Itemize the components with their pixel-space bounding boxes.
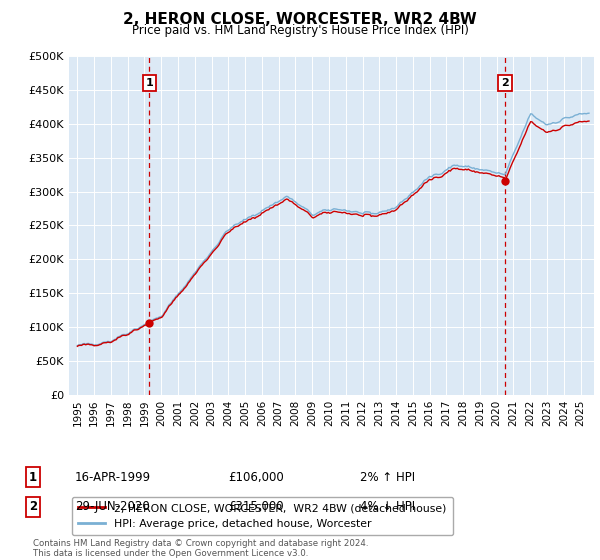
Text: 4% ↓ HPI: 4% ↓ HPI: [360, 500, 415, 514]
Legend: 2, HERON CLOSE, WORCESTER,  WR2 4BW (detached house), HPI: Average price, detach: 2, HERON CLOSE, WORCESTER, WR2 4BW (deta…: [72, 497, 453, 535]
Text: 2: 2: [29, 500, 37, 514]
Text: £106,000: £106,000: [228, 470, 284, 484]
Text: 2% ↑ HPI: 2% ↑ HPI: [360, 470, 415, 484]
Text: 2, HERON CLOSE, WORCESTER, WR2 4BW: 2, HERON CLOSE, WORCESTER, WR2 4BW: [123, 12, 477, 27]
Text: 16-APR-1999: 16-APR-1999: [75, 470, 151, 484]
Text: 2: 2: [501, 78, 509, 88]
Text: 1: 1: [145, 78, 153, 88]
Text: Contains HM Land Registry data © Crown copyright and database right 2024.
This d: Contains HM Land Registry data © Crown c…: [33, 539, 368, 558]
Text: Price paid vs. HM Land Registry's House Price Index (HPI): Price paid vs. HM Land Registry's House …: [131, 24, 469, 36]
Text: 29-JUN-2020: 29-JUN-2020: [75, 500, 150, 514]
Text: £315,000: £315,000: [228, 500, 284, 514]
Text: 1: 1: [29, 470, 37, 484]
